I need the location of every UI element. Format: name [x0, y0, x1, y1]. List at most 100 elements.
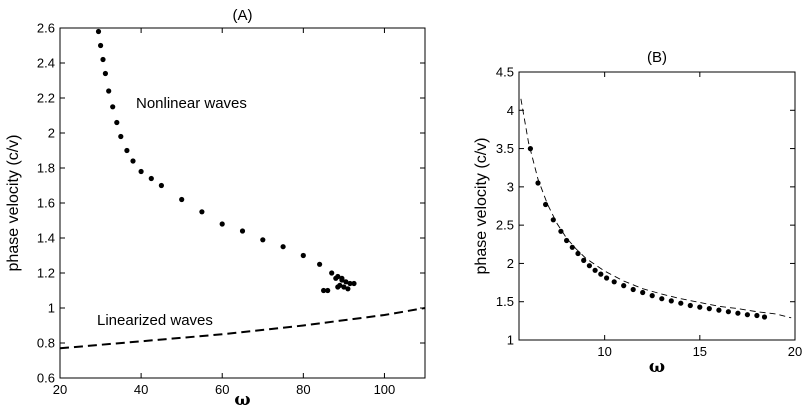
x-tick-label: 100 [374, 382, 396, 397]
data-point-b [754, 312, 760, 319]
annotation-a-0: Nonlinear waves [136, 95, 247, 112]
data-point-a [335, 284, 341, 290]
data-point-b [678, 300, 684, 306]
y-tick-label: 1.2 [37, 266, 55, 281]
data-point-b [592, 267, 598, 273]
data-point-b [744, 312, 751, 318]
y-tick-label: 1.8 [37, 161, 55, 176]
y-tick-label: 1 [507, 333, 514, 348]
data-point-a [339, 275, 345, 281]
data-point-a [300, 252, 306, 259]
data-point-b [575, 250, 581, 257]
y-tick-label: 1.5 [496, 294, 514, 309]
y-tick-label: 2.5 [496, 218, 514, 233]
data-point-b [604, 275, 610, 281]
data-point-a [114, 119, 120, 126]
data-point-a [325, 287, 331, 294]
data-point-a [199, 209, 205, 215]
data-point-a [102, 70, 108, 77]
data-point-b [535, 180, 541, 186]
data-point-a [280, 244, 286, 250]
data-point-b [659, 296, 665, 302]
x-tick-label: 20 [53, 382, 67, 397]
data-point-a [347, 280, 353, 287]
data-point-a [106, 88, 112, 94]
data-point-b [564, 237, 570, 244]
y-tick-label: 3.5 [496, 141, 514, 156]
x-tick-label: 60 [215, 382, 229, 397]
y-tick-label: 0.8 [37, 336, 55, 351]
data-point-b [687, 302, 693, 309]
data-point-a [148, 175, 154, 182]
x-axis-label-b: ω [649, 357, 665, 377]
x-tick-label: 15 [693, 344, 707, 359]
data-point-a [260, 237, 266, 243]
data-point-b [761, 314, 768, 320]
data-point-b [649, 293, 655, 299]
series-line-a [59, 307, 426, 350]
data-point-a [95, 28, 102, 35]
chart-title-b: (B) [647, 49, 667, 66]
data-point-a [138, 168, 144, 175]
data-point-b [586, 263, 593, 269]
data-point-a [100, 56, 106, 63]
data-point-a [345, 286, 351, 292]
x-tick-label: 20 [788, 344, 802, 359]
x-axis-label-a: ω [234, 390, 250, 410]
data-point-b [668, 298, 674, 304]
data-point-b [598, 271, 604, 277]
y-tick-label: 1.6 [37, 196, 55, 211]
y-tick-label: 3 [507, 179, 514, 194]
data-point-b [706, 306, 712, 312]
data-point-a [343, 279, 349, 285]
series-line-b [520, 98, 792, 319]
data-point-a [333, 275, 339, 281]
y-axis-label-b: phase velocity (c/v) [473, 138, 490, 275]
data-point-b [630, 286, 636, 293]
data-point-a [130, 158, 136, 164]
data-point-b [735, 310, 741, 316]
y-tick-label: 2.4 [37, 56, 55, 71]
y-tick-label: 4.5 [496, 65, 514, 80]
x-tick-label: 80 [296, 382, 310, 397]
data-point-b [725, 309, 732, 315]
data-point-a [118, 133, 124, 140]
y-tick-label: 4 [507, 103, 514, 118]
panel-a: 20 40 60 80 100 0.6 0.8 1 1.2 1.4 1.6 1.8 2 2.2 2.4 2.6… [5, 7, 426, 410]
data-point-b [697, 304, 703, 310]
data-point-b [581, 257, 587, 263]
data-point-b [621, 283, 627, 289]
y-tick-label: 2 [48, 126, 55, 141]
y-tick-label: 0.6 [37, 371, 55, 386]
y-axis-label-a: phase velocity (c/v) [5, 135, 22, 272]
y-tick-label: 2.6 [37, 21, 55, 36]
data-point-a [329, 270, 335, 276]
data-point-a [317, 261, 323, 267]
y-tick-label: 1.4 [37, 231, 55, 246]
data-point-a [321, 287, 327, 294]
x-tick-label: 10 [597, 344, 611, 359]
y-tick-label: 2 [507, 256, 514, 271]
x-tick-label: 40 [134, 382, 148, 397]
annotation-a-1: Linearized waves [97, 312, 213, 329]
data-point-b [640, 289, 646, 296]
data-point-a [351, 280, 357, 287]
data-point-a [341, 284, 347, 290]
data-point-a [219, 221, 225, 227]
data-point-b [550, 217, 556, 223]
y-tick-label: 2.2 [37, 91, 55, 106]
data-point-a [124, 147, 130, 154]
data-point-b [543, 201, 549, 208]
data-point-b [558, 228, 564, 234]
data-point-a [110, 104, 116, 110]
data-point-b [716, 307, 722, 313]
data-point-a [98, 42, 104, 49]
data-point-b [569, 244, 575, 250]
panel-b: 10 15 20 1 1.5 2 2.5 3 3.5 4 4.5 (B) ω phase velocity… [473, 49, 802, 377]
chart-title-a: (A) [233, 7, 253, 24]
data-point-a [158, 182, 164, 189]
y-tick-label: 1 [48, 301, 55, 316]
data-point-a [239, 228, 246, 234]
data-point-b [611, 279, 617, 285]
